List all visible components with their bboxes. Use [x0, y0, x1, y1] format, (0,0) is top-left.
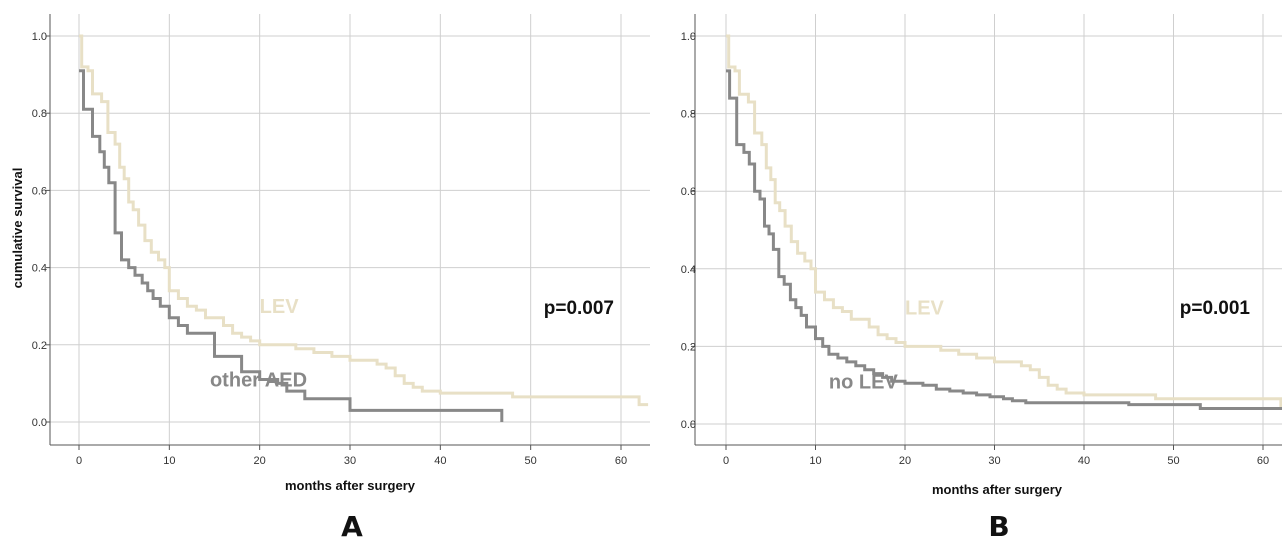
- panel-b-axes: 0 10 20 30 40 50 60 0.0 0.2 0.4 0.6 0.8 1.0: [681, 14, 1282, 467]
- panel-a-x-tick-label: 50: [525, 455, 537, 467]
- panel-b-letter: B: [988, 510, 1009, 542]
- panel-a-y-tick-label: 1.0: [32, 31, 47, 43]
- panel-a-y-tick-label: 0.4: [32, 263, 47, 275]
- panel-a-x-tick-label: 40: [434, 455, 446, 467]
- panel-a-y-tick-label: 0.6: [32, 185, 47, 197]
- panel-b-series: [726, 34, 1282, 410]
- panel-a-p-value: p=0.007: [544, 298, 614, 319]
- panel-a-y-tick-label: 0.0: [32, 417, 47, 429]
- panel-b-y-tick-label: 0.2: [681, 341, 696, 353]
- panel-b-y-tick-label: 0.0: [681, 419, 696, 431]
- panel-a-letter: A: [341, 510, 363, 542]
- panel-a-other-aed-curve: [79, 69, 504, 422]
- panel-b-x-tick-label: 10: [809, 455, 821, 467]
- panel-b-no-lev-curve: [726, 69, 1282, 410]
- panel-a-x-tick-label: 0: [76, 455, 82, 467]
- panel-b-x-tick-label: 30: [988, 455, 1000, 467]
- panel-a: 0 10 20 30 40 50 60 0.0 0.2 0.4 0.6 0.8 1.0 cumulati…: [10, 14, 650, 542]
- panel-b-grid: [695, 14, 1282, 445]
- panel-a-axes: 0 10 20 30 40 50 60 0.0 0.2 0.4 0.6 0.8 1.0: [32, 14, 650, 467]
- panel-a-series: [79, 34, 649, 422]
- panel-a-x-tick-label: 60: [615, 455, 627, 467]
- panel-b-y-tick-label: 0.6: [681, 186, 696, 198]
- panel-a-y-tick-label: 0.2: [32, 340, 47, 352]
- panel-a-xlabel: months after surgery: [285, 478, 416, 493]
- panel-b-x-tick-label: 0: [723, 455, 729, 467]
- panel-a-other-aed-label: other AED: [210, 370, 307, 392]
- panel-a-x-tick-label: 20: [254, 455, 266, 467]
- panel-a-lev-label: LEV: [260, 296, 300, 318]
- panel-b-x-tick-label: 40: [1078, 455, 1090, 467]
- panel-a-x-tick-label: 10: [163, 455, 175, 467]
- panel-b-x-tick-label: 50: [1167, 455, 1179, 467]
- panel-a-ylabel: cumulative survival: [10, 168, 25, 289]
- panel-b-y-tick-label: 0.4: [681, 264, 696, 276]
- panel-b-lev-label: LEV: [905, 298, 945, 320]
- panel-b-x-tick-label: 20: [899, 455, 911, 467]
- panel-b-xlabel: months after surgery: [932, 482, 1063, 497]
- panel-b: 0 10 20 30 40 50 60 0.0 0.2 0.4 0.6 0.8 1.0 months a…: [681, 14, 1282, 542]
- panel-b-x-tick-label: 60: [1257, 455, 1269, 467]
- panel-b-y-tick-label: 1.0: [681, 31, 696, 43]
- panel-b-y-tick-label: 0.8: [681, 109, 696, 121]
- panel-a-x-tick-label: 30: [344, 455, 356, 467]
- panel-b-no-lev-label: no LEV: [829, 371, 899, 393]
- panel-b-lev-curve: [726, 34, 1282, 408]
- panel-b-p-value: p=0.001: [1180, 298, 1251, 319]
- panel-a-y-tick-label: 0.8: [32, 108, 47, 120]
- panel-a-lev-curve: [79, 34, 649, 407]
- panel-a-grid: [50, 14, 650, 445]
